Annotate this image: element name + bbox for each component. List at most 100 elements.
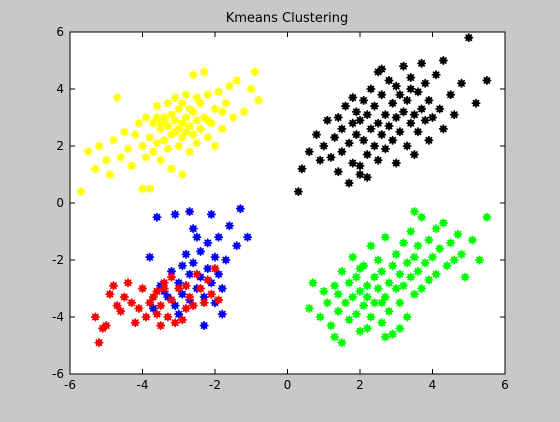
- data-point: [337, 338, 347, 348]
- data-point: [130, 318, 140, 328]
- data-point: [333, 113, 343, 122]
- data-point: [109, 281, 118, 291]
- data-point: [420, 258, 430, 268]
- data-point: [94, 141, 104, 151]
- data-point: [424, 235, 434, 245]
- data-point: [119, 292, 129, 302]
- data-point: [395, 90, 405, 100]
- data-point: [333, 167, 343, 177]
- data-point: [359, 96, 369, 105]
- data-point: [341, 101, 350, 111]
- data-point: [83, 147, 93, 157]
- data-point: [413, 267, 423, 276]
- data-point: [163, 98, 173, 108]
- data-point: [90, 312, 100, 322]
- data-point: [109, 135, 118, 145]
- data-point: [431, 224, 441, 234]
- data-point: [409, 252, 419, 262]
- data-point: [185, 292, 195, 302]
- data-point: [170, 93, 180, 102]
- data-point: [152, 138, 162, 148]
- data-point: [388, 135, 398, 145]
- data-point: [163, 121, 173, 131]
- data-point: [116, 306, 126, 316]
- data-point: [330, 281, 340, 291]
- x-tick-label: -2: [209, 378, 221, 392]
- data-point: [232, 241, 242, 251]
- data-point: [344, 138, 354, 148]
- data-point: [402, 141, 412, 151]
- data-point: [152, 113, 162, 122]
- cluster-series-5: [304, 207, 492, 348]
- data-point: [438, 56, 448, 65]
- data-point: [225, 81, 234, 91]
- data-point: [196, 284, 205, 293]
- data-point: [417, 104, 427, 114]
- data-point: [174, 278, 184, 288]
- data-point: [377, 318, 387, 328]
- data-point: [384, 278, 394, 288]
- data-point: [185, 121, 195, 131]
- data-point: [413, 87, 423, 97]
- data-point: [148, 147, 158, 157]
- data-point: [355, 115, 365, 125]
- data-point: [348, 118, 358, 128]
- x-tick-label: 2: [356, 378, 364, 392]
- data-point: [148, 304, 158, 313]
- data-point: [370, 101, 379, 111]
- data-point: [181, 281, 191, 291]
- data-point: [373, 155, 383, 165]
- data-point: [188, 130, 198, 139]
- data-point: [402, 312, 412, 322]
- data-point: [377, 267, 387, 276]
- data-point: [185, 147, 195, 157]
- data-point: [192, 93, 202, 102]
- y-tick-label: -4: [52, 310, 64, 324]
- data-point: [341, 298, 350, 308]
- data-point: [399, 238, 408, 248]
- data-point: [362, 110, 372, 120]
- cluster-series-1: [76, 67, 263, 196]
- data-point: [312, 130, 321, 139]
- data-point: [326, 153, 336, 162]
- data-point: [112, 301, 122, 310]
- data-point: [330, 332, 340, 342]
- data-point: [214, 87, 224, 97]
- data-point: [167, 164, 176, 174]
- data-point: [446, 238, 456, 248]
- data-point: [424, 135, 434, 145]
- data-point: [355, 264, 365, 273]
- data-point: [167, 272, 176, 282]
- data-point: [210, 141, 220, 151]
- data-point: [145, 184, 155, 194]
- data-point: [250, 67, 260, 77]
- data-point: [167, 130, 176, 139]
- data-point: [431, 269, 441, 279]
- data-point: [177, 133, 187, 142]
- data-point: [192, 269, 202, 279]
- data-point: [196, 124, 205, 134]
- data-point: [170, 115, 180, 125]
- data-point: [391, 158, 401, 168]
- data-point: [377, 64, 387, 74]
- data-point: [196, 98, 205, 108]
- data-point: [217, 107, 227, 117]
- data-point: [406, 84, 416, 94]
- data-point: [214, 232, 224, 242]
- data-point: [388, 329, 398, 339]
- data-point: [406, 73, 416, 82]
- data-point: [333, 306, 343, 316]
- data-point: [308, 278, 318, 288]
- data-point: [348, 158, 358, 168]
- data-point: [90, 164, 100, 174]
- data-point: [366, 241, 376, 251]
- data-point: [119, 127, 129, 137]
- data-point: [101, 321, 111, 330]
- data-point: [105, 289, 115, 299]
- data-point: [460, 272, 470, 282]
- data-point: [384, 121, 394, 131]
- data-point: [391, 113, 401, 122]
- data-point: [101, 155, 111, 165]
- data-point: [471, 98, 481, 108]
- data-point: [297, 164, 307, 174]
